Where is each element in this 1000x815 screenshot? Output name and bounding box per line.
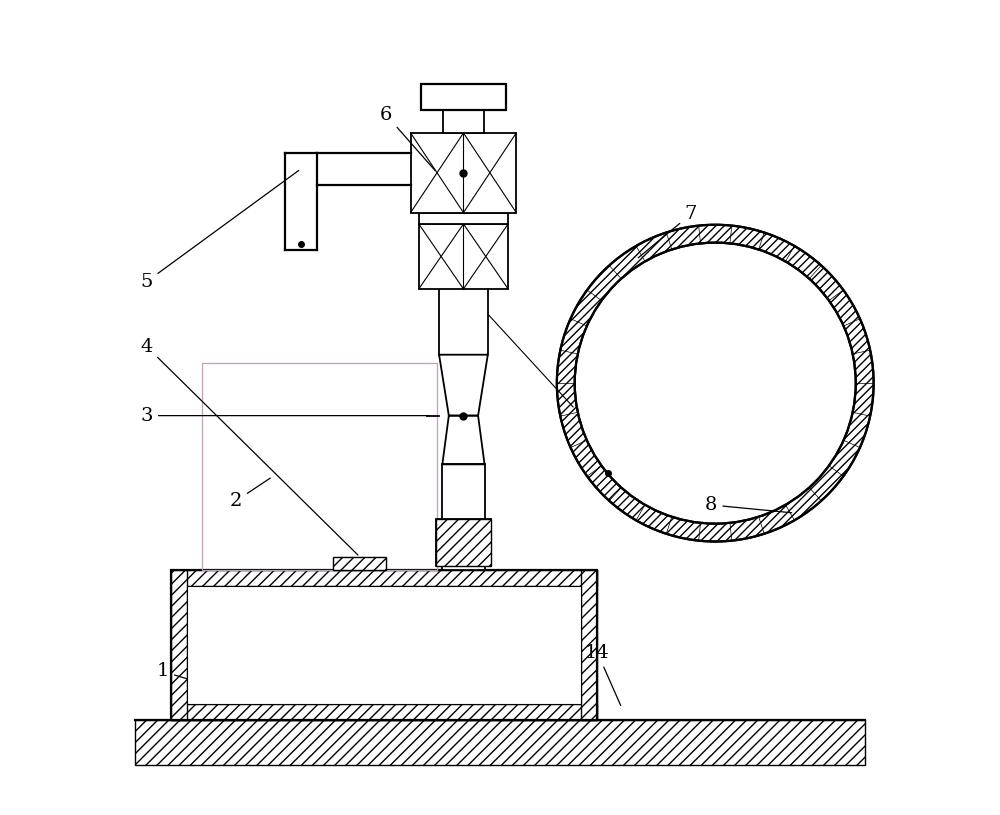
Text: 14: 14 [585,644,621,706]
Text: 5: 5 [140,170,299,291]
Bar [171,704,597,720]
Bar [442,465,485,570]
Bar [187,586,581,704]
Text: 1: 1 [157,663,187,681]
Polygon shape [439,355,488,416]
Text: 4: 4 [140,337,358,555]
Bar [436,519,491,566]
Wedge shape [557,225,874,541]
Bar [171,570,187,720]
Bar [439,213,488,355]
Bar [333,557,386,570]
Bar [171,570,597,720]
Text: 7: 7 [638,205,697,258]
Bar [171,570,597,586]
Bar [436,519,491,566]
Text: 6: 6 [380,106,435,170]
Bar [333,557,386,570]
Bar [411,133,516,213]
Bar [202,363,437,570]
Bar [187,586,581,704]
Text: 2: 2 [230,478,270,510]
Text: 3: 3 [140,407,430,425]
Polygon shape [442,416,485,465]
Bar [443,110,484,133]
Bar [135,720,865,765]
Bar [419,213,508,224]
Bar [581,570,597,720]
Text: 8: 8 [705,496,792,514]
Bar [419,224,508,289]
Bar [421,84,506,110]
